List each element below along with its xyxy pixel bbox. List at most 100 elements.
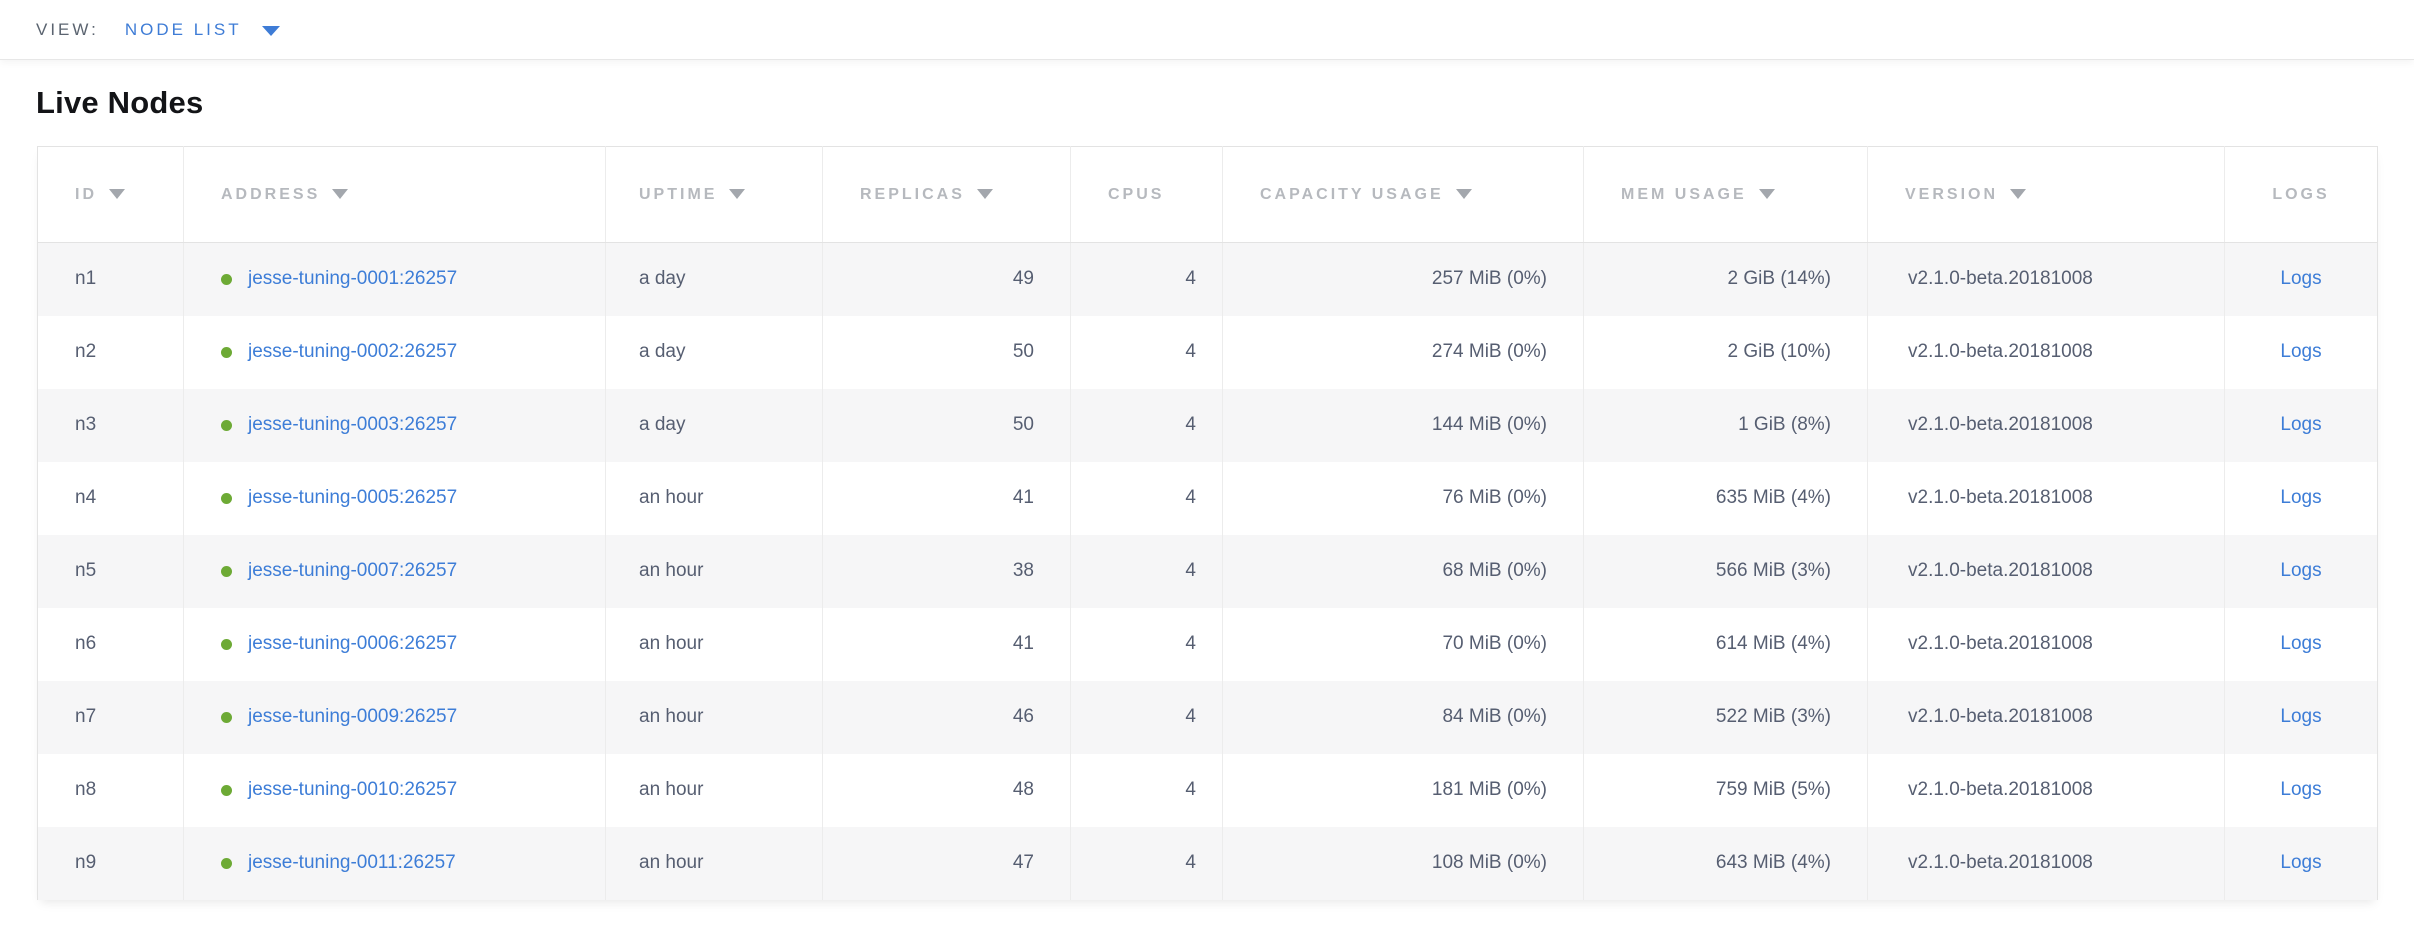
cell-cpus: 4: [1070, 315, 1223, 389]
cell-uptime: a day: [605, 242, 823, 316]
cell-logs: Logs: [2224, 534, 2378, 608]
cell-replicas: 41: [822, 461, 1071, 535]
cell-version: v2.1.0-beta.20181008: [1867, 680, 2225, 754]
cell-mem: 522 MiB (3%): [1583, 680, 1868, 754]
cell-id: n5: [75, 560, 97, 581]
cell-replicas: 50: [822, 388, 1071, 462]
cell-uptime: an hour: [605, 461, 823, 535]
column-header-uptime[interactable]: UPTIME: [605, 146, 823, 243]
sort-desc-arrow-icon: [1455, 188, 1472, 199]
column-header-label: VERSION: [1905, 185, 1999, 203]
column-header-capacity[interactable]: CAPACITY USAGE: [1222, 146, 1584, 243]
cell-logs: Logs: [2224, 680, 2378, 754]
cell-address: jesse-tuning-0009:26257: [183, 680, 606, 754]
cell-version: v2.1.0-beta.20181008: [1867, 753, 2225, 827]
column-header-label: ID: [75, 185, 97, 203]
node-live-status-icon: [221, 419, 232, 431]
cell-cpus: 4: [1070, 461, 1223, 535]
node-logs-link[interactable]: Logs: [2280, 779, 2322, 800]
node-logs-link[interactable]: Logs: [2280, 706, 2322, 727]
column-header-label: CAPACITY USAGE: [1260, 185, 1444, 203]
node-live-status-icon: [221, 638, 232, 650]
cell-logs: Logs: [2224, 607, 2378, 681]
view-dropdown[interactable]: NODE LIST: [125, 20, 280, 40]
cell-replicas: 50: [822, 315, 1071, 389]
cell-uptime: an hour: [605, 680, 823, 754]
cell-capacity: 108 MiB (0%): [1222, 826, 1584, 900]
cell-uptime: an hour: [605, 607, 823, 681]
cell-logs: Logs: [2224, 388, 2378, 462]
column-header-logs: LOGS: [2224, 146, 2378, 243]
table-row: n7 jesse-tuning-0009:26257 an hour 46 4 84 Mi…: [37, 680, 2378, 754]
view-dropdown-value: NODE LIST: [124, 19, 242, 39]
cell-address: jesse-tuning-0006:26257: [183, 607, 606, 681]
node-live-status-icon: [221, 784, 232, 796]
cell-uptime: an hour: [605, 753, 823, 827]
cell-replicas: 38: [822, 534, 1071, 608]
cell-version: v2.1.0-beta.20181008: [1867, 388, 2225, 462]
page-title: Live Nodes: [36, 85, 204, 120]
cell-mem: 635 MiB (4%): [1583, 461, 1868, 535]
cell-replicas: 41: [822, 607, 1071, 681]
cell-id: n6: [75, 633, 97, 654]
column-header-replicas[interactable]: REPLICAS: [822, 146, 1071, 243]
cell-replicas: 49: [822, 242, 1071, 316]
node-live-status-icon: [221, 711, 232, 723]
cell-uptime: a day: [605, 315, 823, 389]
cell-address: jesse-tuning-0003:26257: [183, 388, 606, 462]
column-header-version[interactable]: VERSION: [1867, 146, 2225, 243]
node-logs-link[interactable]: Logs: [2280, 852, 2322, 873]
column-header-address[interactable]: ADDRESS: [183, 146, 606, 243]
node-address-link[interactable]: jesse-tuning-0006:26257: [248, 633, 458, 654]
node-address-link[interactable]: jesse-tuning-0009:26257: [248, 706, 458, 727]
node-logs-link[interactable]: Logs: [2280, 414, 2322, 435]
node-address-link[interactable]: jesse-tuning-0011:26257: [248, 852, 456, 873]
node-live-status-icon: [221, 346, 232, 358]
node-logs-link[interactable]: Logs: [2280, 560, 2322, 581]
node-logs-link[interactable]: Logs: [2280, 268, 2322, 290]
node-address-link[interactable]: jesse-tuning-0003:26257: [248, 414, 458, 435]
node-logs-link[interactable]: Logs: [2280, 633, 2322, 654]
cell-version: v2.1.0-beta.20181008: [1867, 826, 2225, 900]
cell-id: n9: [75, 852, 97, 873]
cell-capacity: 257 MiB (0%): [1222, 242, 1584, 316]
cell-address: jesse-tuning-0011:26257: [183, 826, 606, 900]
cell-replicas: 46: [822, 680, 1071, 754]
cell-cpus: 4: [1070, 534, 1223, 608]
sort-desc-arrow-icon: [1758, 188, 1775, 199]
cell-address: jesse-tuning-0010:26257: [183, 753, 606, 827]
cell-mem: 759 MiB (5%): [1583, 753, 1868, 827]
cell-uptime: a day: [605, 388, 823, 462]
cell-address: jesse-tuning-0001:26257: [183, 242, 606, 316]
cell-id: n4: [75, 487, 97, 508]
cell-capacity: 144 MiB (0%): [1222, 388, 1584, 462]
live-nodes-tbody: n1 jesse-tuning-0001:26257 a day 49 4 257 MiB…: [37, 242, 2378, 900]
cell-version: v2.1.0-beta.20181008: [1867, 534, 2225, 608]
cell-logs: Logs: [2224, 753, 2378, 827]
live-nodes-table: ID ADDRESS UPTIME REPLICAS CPUS CAPACITY USAG…: [37, 146, 2378, 900]
cell-id: n1: [75, 268, 97, 290]
node-address-link[interactable]: jesse-tuning-0005:26257: [248, 487, 458, 508]
node-address-link[interactable]: jesse-tuning-0007:26257: [248, 560, 458, 581]
column-header-label: ADDRESS: [221, 185, 321, 203]
cell-mem: 643 MiB (4%): [1583, 826, 1868, 900]
table-row: n6 jesse-tuning-0006:26257 an hour 41 4 70 Mi…: [37, 607, 2378, 681]
node-address-link[interactable]: jesse-tuning-0002:26257: [248, 341, 458, 362]
cell-version: v2.1.0-beta.20181008: [1867, 461, 2225, 535]
node-address-link[interactable]: jesse-tuning-0001:26257: [248, 268, 458, 290]
table-row: n5 jesse-tuning-0007:26257 an hour 38 4 68 Mi…: [37, 534, 2378, 608]
cell-logs: Logs: [2224, 315, 2378, 389]
cell-id: n7: [75, 706, 97, 727]
node-logs-link[interactable]: Logs: [2280, 341, 2322, 362]
column-header-id[interactable]: ID: [37, 146, 184, 243]
table-row: n9 jesse-tuning-0011:26257 an hour 47 4 108 M…: [37, 826, 2378, 900]
node-logs-link[interactable]: Logs: [2280, 487, 2322, 508]
column-header-mem[interactable]: MEM USAGE: [1583, 146, 1868, 243]
caret-down-icon: [261, 25, 280, 36]
node-address-link[interactable]: jesse-tuning-0010:26257: [248, 779, 458, 800]
cell-capacity: 76 MiB (0%): [1222, 461, 1584, 535]
cell-mem: 1 GiB (8%): [1583, 388, 1868, 462]
cell-cpus: 4: [1070, 680, 1223, 754]
cell-cpus: 4: [1070, 753, 1223, 827]
node-live-status-icon: [221, 857, 232, 869]
